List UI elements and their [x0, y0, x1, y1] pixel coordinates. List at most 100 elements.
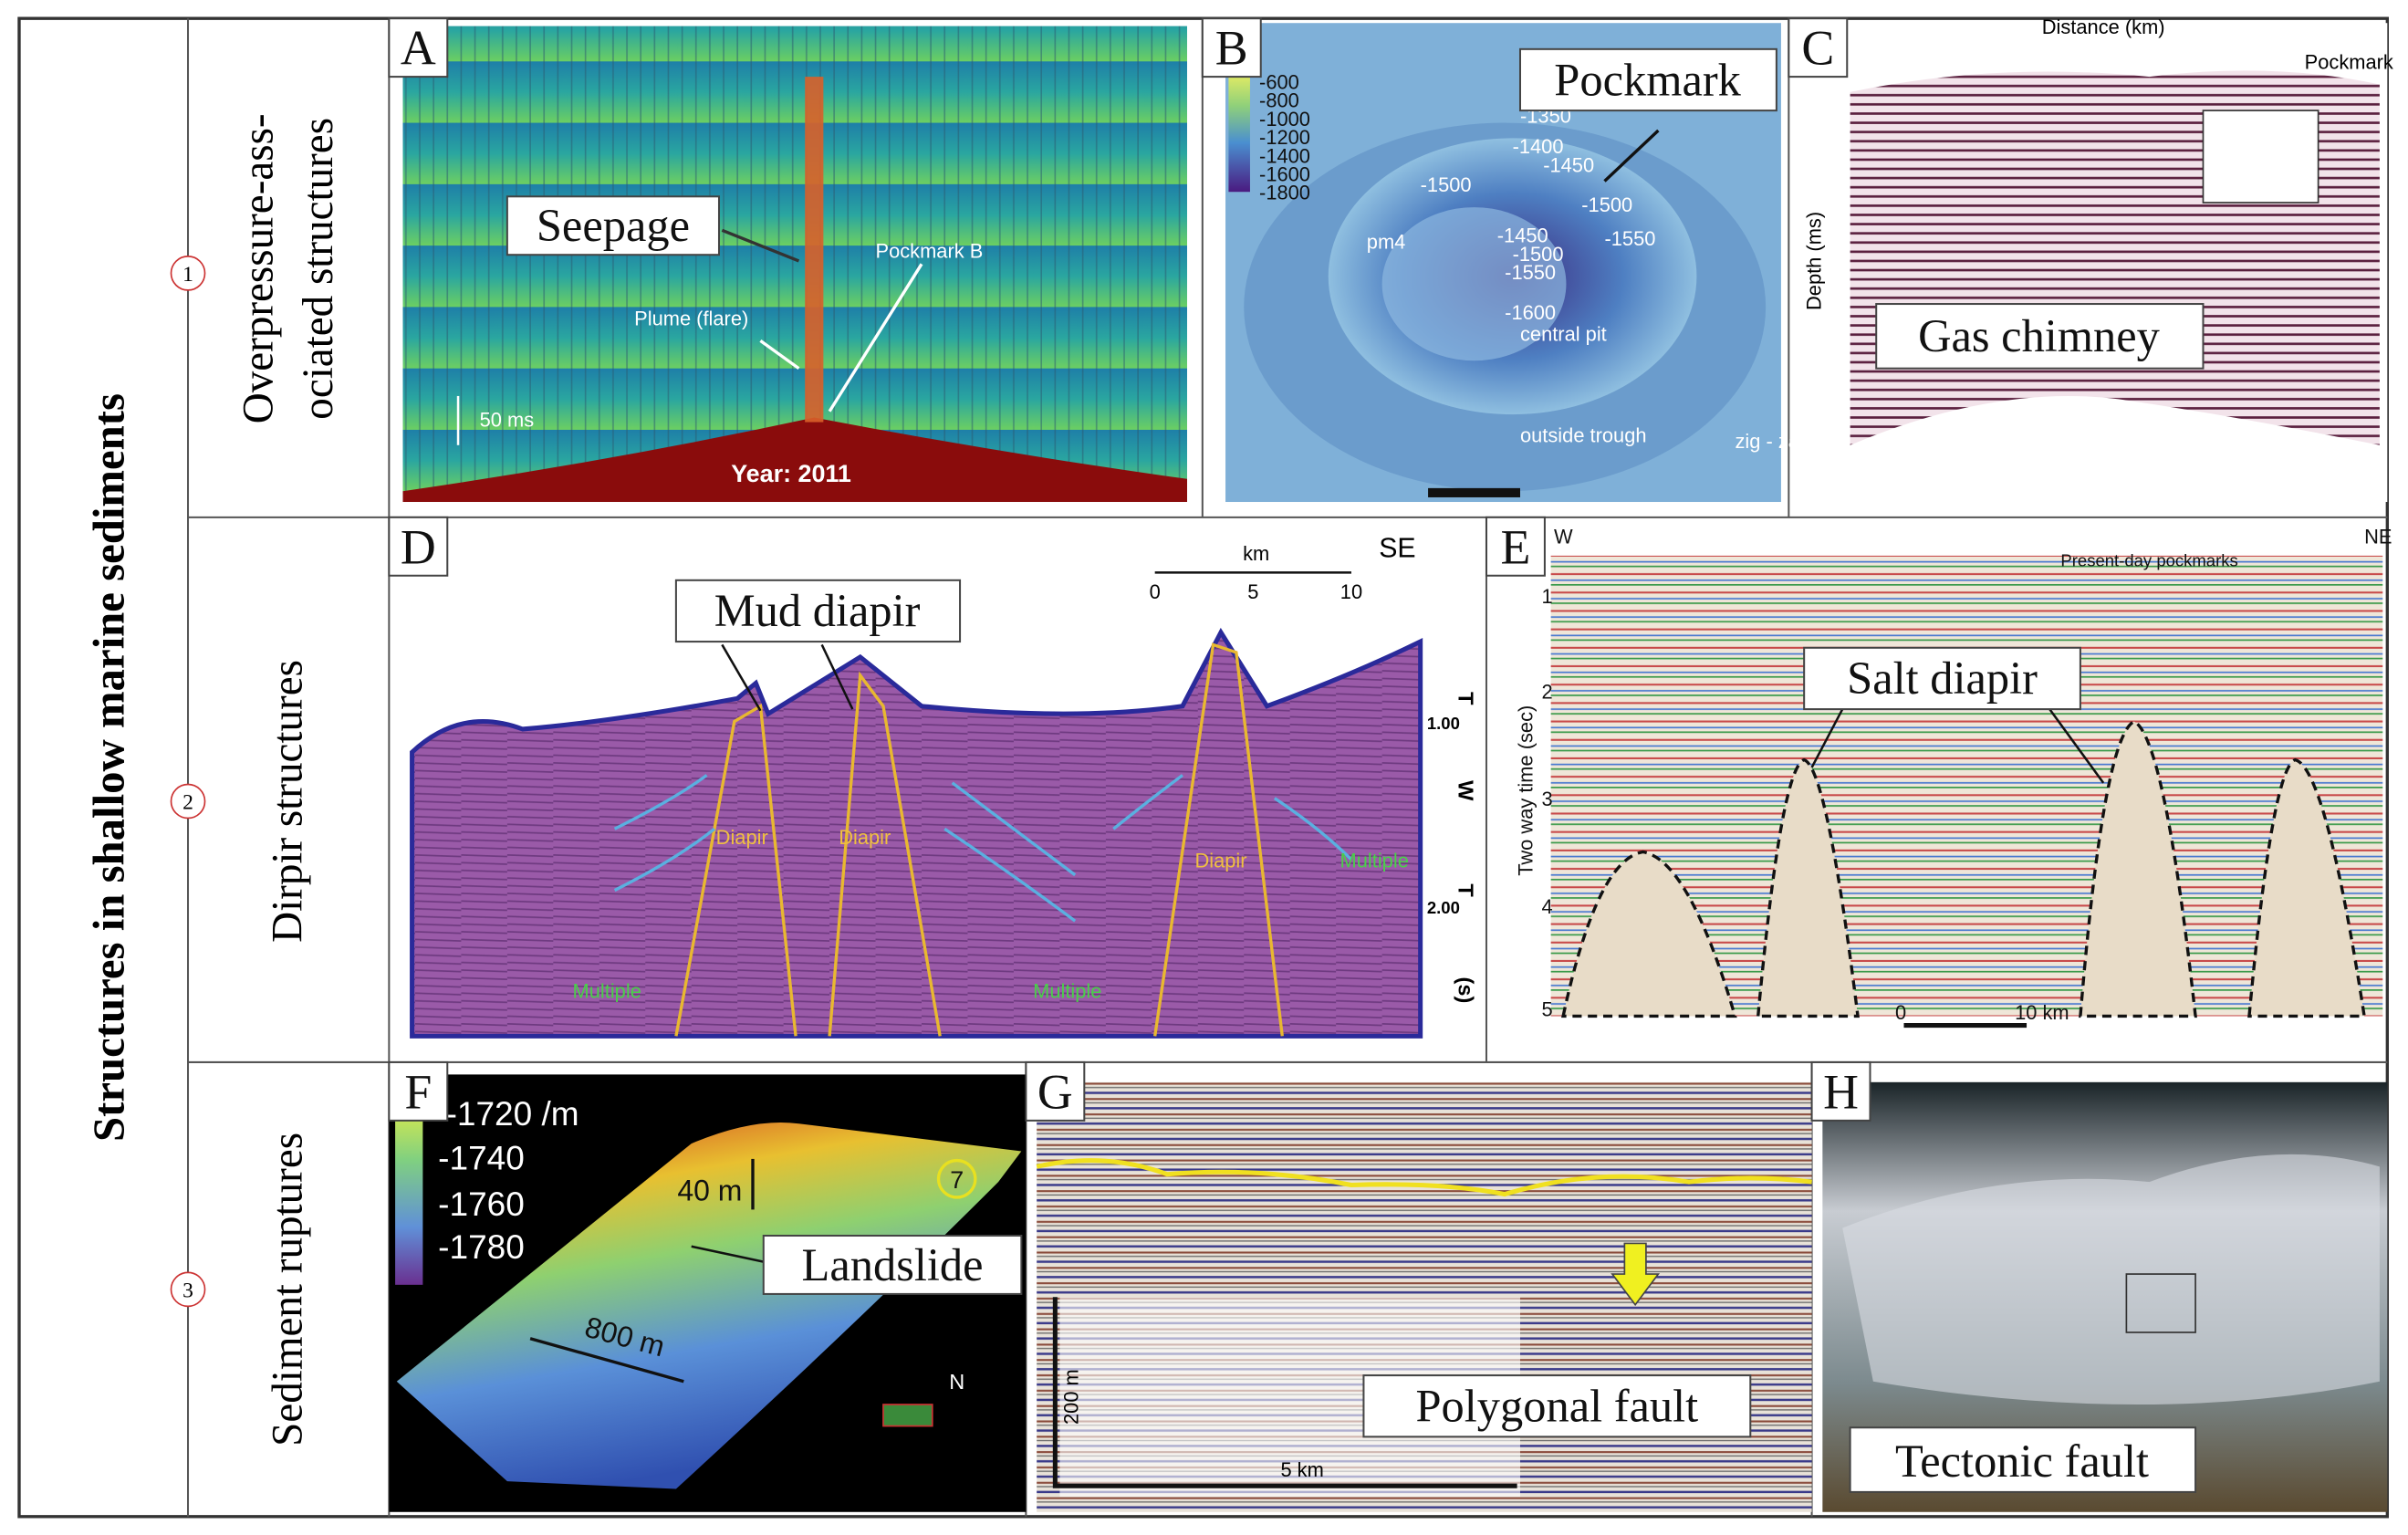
- label: Multiple: [1340, 849, 1409, 872]
- axis-label: T W T 1.00 2.00 (s): [1427, 692, 1478, 1003]
- panel-letter: H: [1823, 1064, 1859, 1119]
- colorbar: [395, 1092, 423, 1285]
- shape: [943, 827, 1077, 923]
- label: 5: [1542, 997, 1553, 1020]
- label: -1760: [438, 1185, 525, 1223]
- rock-face: [1842, 1154, 2380, 1405]
- panel-letter: C: [1801, 21, 1834, 76]
- group: W NE Present-day pockmarks Two way time …: [1514, 525, 2392, 1023]
- label: -1600: [1259, 162, 1310, 185]
- label: Multiple: [573, 979, 641, 1002]
- label: -1740: [438, 1140, 525, 1177]
- shape: [674, 703, 797, 1037]
- label: -1720 /m: [446, 1095, 579, 1133]
- row-number-circle: [170, 783, 206, 820]
- label: -1550: [1605, 227, 1656, 250]
- label: -1400: [1513, 135, 1564, 158]
- label: 50 ms: [480, 409, 535, 432]
- label: 10 km: [2015, 1001, 2069, 1024]
- label: -1600: [1505, 301, 1556, 324]
- figure-title: Structures in shallow marine sediments: [84, 393, 133, 1142]
- label: -600: [1259, 71, 1299, 94]
- row-2: 2 Dirpir structures: [170, 660, 311, 943]
- panel-letter: F: [404, 1064, 432, 1119]
- panel-letter: A: [401, 21, 436, 76]
- label: Two way time (sec): [1514, 705, 1537, 876]
- callout-box: [1518, 47, 1777, 112]
- label: 10: [1340, 580, 1362, 603]
- panel-g: 200 m 5 km G Polygonal fault: [1025, 1060, 1812, 1512]
- label: -1450: [1543, 153, 1594, 176]
- row-number: 3: [182, 1279, 193, 1302]
- row-3: 3 Sediment ruptures: [170, 1133, 311, 1446]
- arrow: [828, 263, 923, 412]
- label: -1800: [1259, 182, 1310, 204]
- label: 4: [1542, 895, 1553, 918]
- label: Distance (km): [2042, 16, 2165, 38]
- horizons: [613, 774, 1353, 923]
- panel-d: km SE 0 5 10 Diapir Diapir Diapir Multip…: [388, 516, 1478, 1039]
- diapir-outlines: [674, 642, 1284, 1037]
- label: -1500: [1513, 243, 1564, 266]
- letter-box: [1810, 1060, 1871, 1122]
- letter-box: [388, 516, 449, 577]
- inset-frame: [2125, 1273, 2196, 1333]
- site-marker: [936, 1158, 977, 1199]
- letter-box: [1025, 1060, 1086, 1122]
- shape: [613, 774, 708, 830]
- label: 0: [1150, 580, 1161, 603]
- arrow: [2048, 708, 2105, 784]
- inset: [2202, 110, 2319, 204]
- label: km: [1243, 542, 1269, 565]
- salt-bodies: [1561, 719, 2367, 1018]
- arrow: [820, 643, 854, 710]
- shape: [828, 671, 942, 1037]
- panel-letter: D: [401, 519, 436, 574]
- callout-box: [1849, 1426, 2197, 1493]
- row-number-circle: [170, 1271, 206, 1308]
- row-1: 1 Overpressure-ass- ociated structures: [170, 113, 342, 423]
- label: 2: [1542, 680, 1553, 703]
- orientation-icon: [882, 1404, 933, 1427]
- label: 1.00: [1427, 714, 1460, 733]
- arrow: [1603, 129, 1660, 183]
- label: Year: 2011: [731, 460, 851, 487]
- arrow: [721, 228, 800, 263]
- panel-letter: E: [1501, 519, 1531, 574]
- shape: [2247, 757, 2367, 1018]
- callout: Polygonal fault: [1416, 1381, 1699, 1432]
- label: Diapir: [839, 826, 891, 849]
- letter-box: [388, 1060, 449, 1122]
- shape: [951, 781, 1077, 877]
- shape: [1561, 850, 1737, 1018]
- row-number: 2: [182, 790, 193, 814]
- callout: Salt diapir: [1847, 653, 2038, 704]
- label: -1780: [438, 1228, 525, 1266]
- label: NE: [2364, 525, 2392, 548]
- label: 5: [1247, 580, 1258, 603]
- shape: [1756, 757, 1860, 1018]
- row-label: Dirpir structures: [264, 660, 311, 943]
- callout: Gas chimney: [1918, 310, 2161, 361]
- label: -1000: [1259, 108, 1310, 131]
- panel-letter: G: [1037, 1064, 1073, 1119]
- panel-f: -1720 /m -1740 -1760 -1780 40 m 7 800 m …: [388, 1060, 1027, 1512]
- arrow: [721, 643, 762, 712]
- label: Pockmark: [2305, 51, 2393, 74]
- callout: Mud diapir: [714, 585, 921, 636]
- label: Depth (ms): [1803, 212, 1826, 310]
- row-label: Sediment ruptures: [264, 1133, 311, 1446]
- label: Pockmark B: [876, 240, 984, 263]
- label: -1500: [1421, 173, 1472, 196]
- row-label: Overpressure-ass-: [235, 113, 283, 423]
- label: 2.00: [1427, 898, 1460, 917]
- arrow: [759, 339, 800, 371]
- shape: [1153, 642, 1284, 1037]
- letter-box: [1485, 516, 1546, 577]
- terrain: [396, 1122, 1022, 1489]
- shape: [2079, 719, 2197, 1018]
- label: Diapir: [1194, 849, 1246, 872]
- callout-box: [674, 579, 962, 643]
